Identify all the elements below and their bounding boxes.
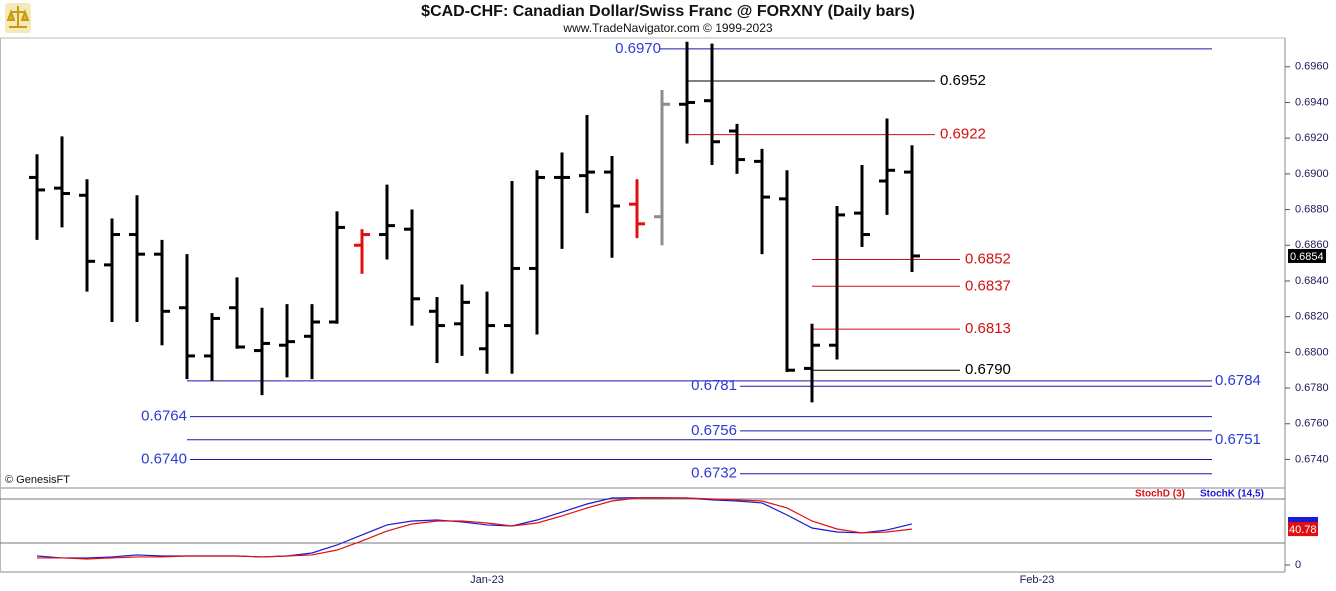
level-label: 0.6756 (691, 422, 737, 439)
y-tick-label: 0.6760 (1295, 418, 1329, 430)
y-tick-label: 0 (1295, 559, 1301, 571)
last-value-box (1288, 522, 1318, 537)
level-label: 0.6970 (615, 40, 661, 57)
chart-title: $CAD-CHF: Canadian Dollar/Swiss Franc @ … (421, 3, 915, 20)
last-value-label: 40.78 (1289, 524, 1317, 536)
y-tick-label: 0.6940 (1295, 96, 1329, 108)
y-tick-label: 0.6900 (1295, 168, 1329, 180)
logo-icon (6, 6, 30, 28)
level-label: 0.6952 (940, 72, 986, 89)
level-label: 0.6781 (691, 377, 737, 394)
level-label: 0.6732 (691, 465, 737, 482)
y-tick-label: 0.6860 (1295, 239, 1329, 251)
chart-subtitle: www.TradeNavigator.com © 1999-2023 (562, 21, 772, 35)
last-price-box (1288, 248, 1326, 263)
stoch-line (37, 497, 913, 560)
level-label: 0.6813 (965, 320, 1011, 337)
level-label: 0.6922 (940, 126, 986, 143)
level-label: 0.6751 (1215, 431, 1261, 448)
y-tick-label: 0.6740 (1295, 453, 1329, 465)
level-label: 0.6764 (141, 408, 187, 425)
level-label: 0.6784 (1215, 372, 1261, 389)
level-label: 0.6790 (965, 361, 1011, 378)
level-label: 0.6852 (965, 251, 1011, 268)
logo (5, 3, 31, 33)
x-tick-label: Jan-23 (470, 574, 504, 586)
legend-label: StochK (14,5) (1200, 489, 1264, 500)
last-price-label: 0.6854 (1290, 251, 1324, 263)
y-tick-label: 0.6960 (1295, 61, 1329, 73)
y-tick-label: 0.6780 (1295, 382, 1329, 394)
y-tick-label: 0.6800 (1295, 346, 1329, 358)
y-tick-label: 0.6880 (1295, 203, 1329, 215)
x-tick-label: Feb-23 (1020, 574, 1055, 586)
level-label: 0.6740 (141, 450, 187, 467)
level-label: 0.6837 (965, 277, 1011, 294)
y-tick-label: 0.6820 (1295, 311, 1329, 323)
y-tick-label: 0.6840 (1295, 275, 1329, 287)
y-tick-label: 0.6920 (1295, 132, 1329, 144)
legend-label: StochD (3) (1135, 489, 1185, 500)
source-note: © GenesisFT (5, 474, 70, 486)
